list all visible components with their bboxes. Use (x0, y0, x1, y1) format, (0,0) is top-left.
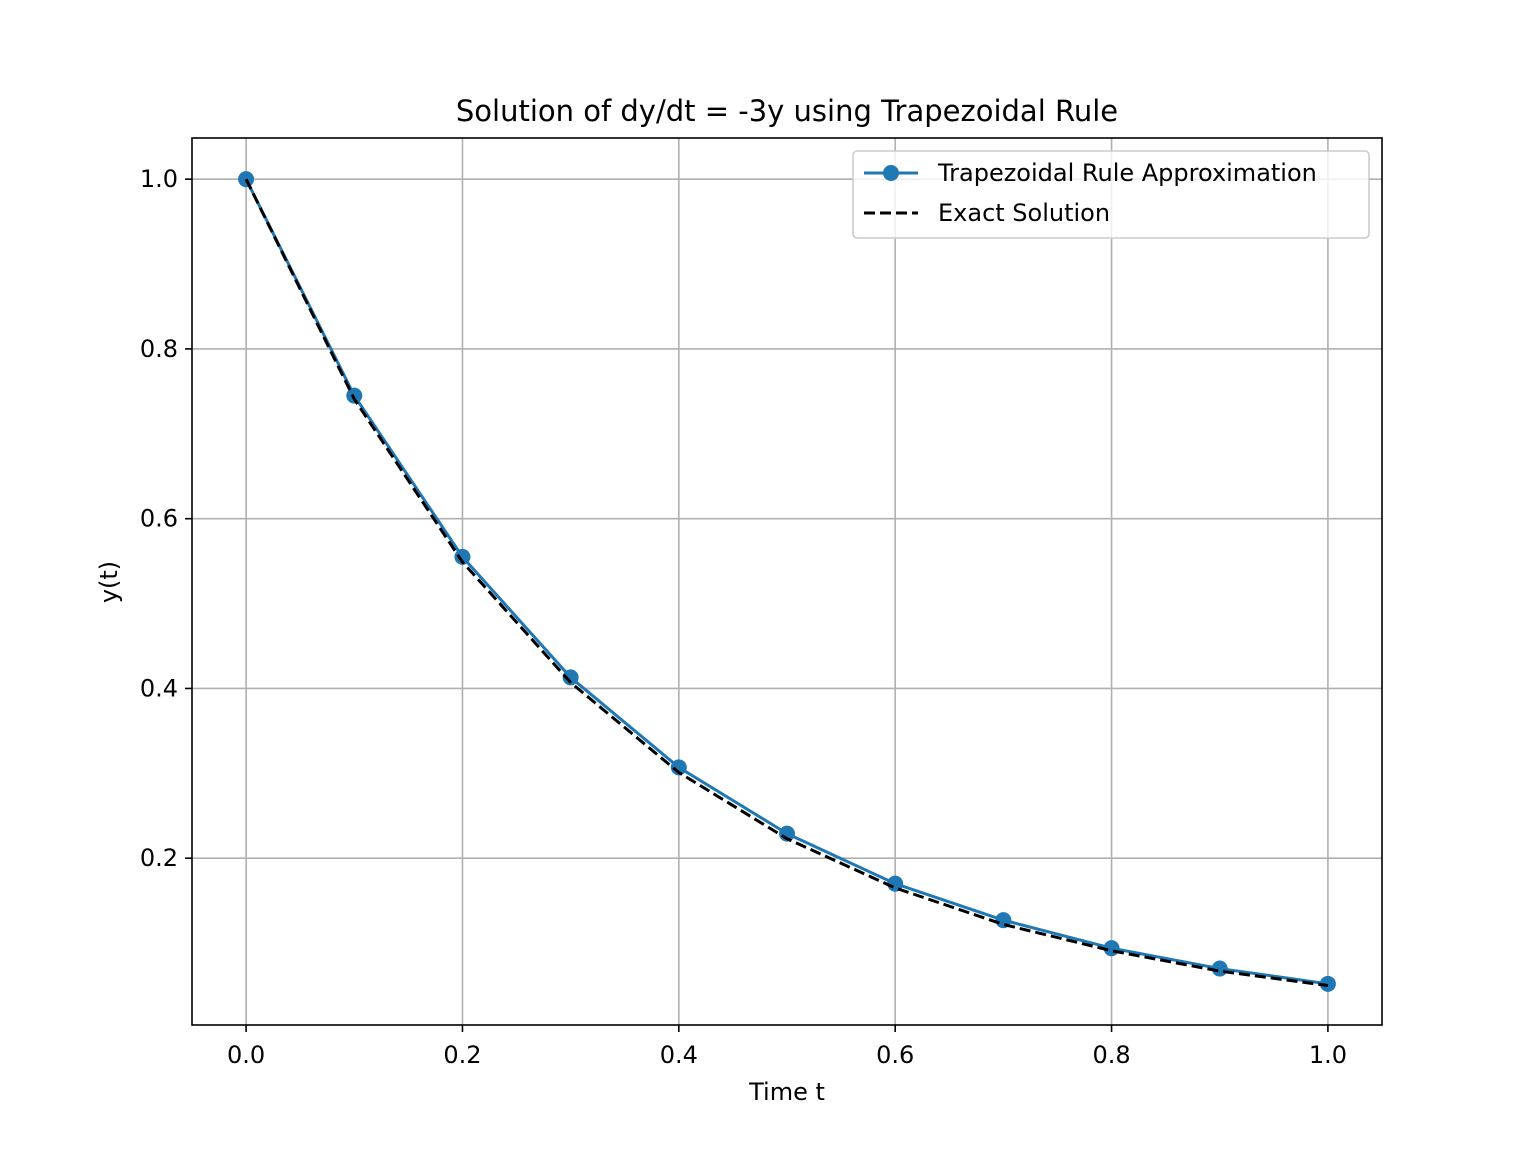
data-point-trapezoidal (1319, 975, 1336, 992)
ticks: 0.0 0.2 0.4 0.6 0.8 1.0 0.2 0.4 0.6 0.8 1.0 (140, 165, 1347, 1069)
legend-marker-trapezoidal (883, 165, 899, 181)
chart-title: Solution of dy/dt = -3y using Trapezoida… (456, 94, 1118, 128)
legend: Trapezoidal Rule Approximation Exact Sol… (852, 150, 1370, 239)
y-tick-label: 0.2 (140, 844, 178, 872)
x-axis-label: Time t (748, 1078, 825, 1106)
x-tick-label: 0.6 (876, 1041, 914, 1069)
data-point-trapezoidal (670, 759, 687, 776)
x-tick-label: 0.0 (227, 1041, 265, 1069)
y-tick-label: 0.8 (140, 335, 178, 363)
y-tick-label: 1.0 (140, 165, 178, 193)
x-tick-label: 0.4 (660, 1041, 698, 1069)
data-point-trapezoidal (562, 669, 579, 686)
series-layer (238, 171, 1336, 992)
plot-frame (191, 137, 1383, 1026)
y-axis-label: y(t) (95, 561, 123, 603)
y-tick-label: 0.4 (140, 674, 178, 702)
legend-label-exact: Exact Solution (938, 199, 1110, 227)
data-point-trapezoidal (454, 548, 471, 565)
x-tick-label: 1.0 (1309, 1041, 1347, 1069)
legend-label-trapezoidal: Trapezoidal Rule Approximation (937, 159, 1317, 187)
x-tick-label: 0.2 (443, 1041, 481, 1069)
series-line-exact (244, 178, 1329, 988)
y-tick-label: 0.6 (140, 505, 178, 533)
x-tick-label: 0.8 (1092, 1041, 1130, 1069)
legend-box (852, 150, 1370, 239)
